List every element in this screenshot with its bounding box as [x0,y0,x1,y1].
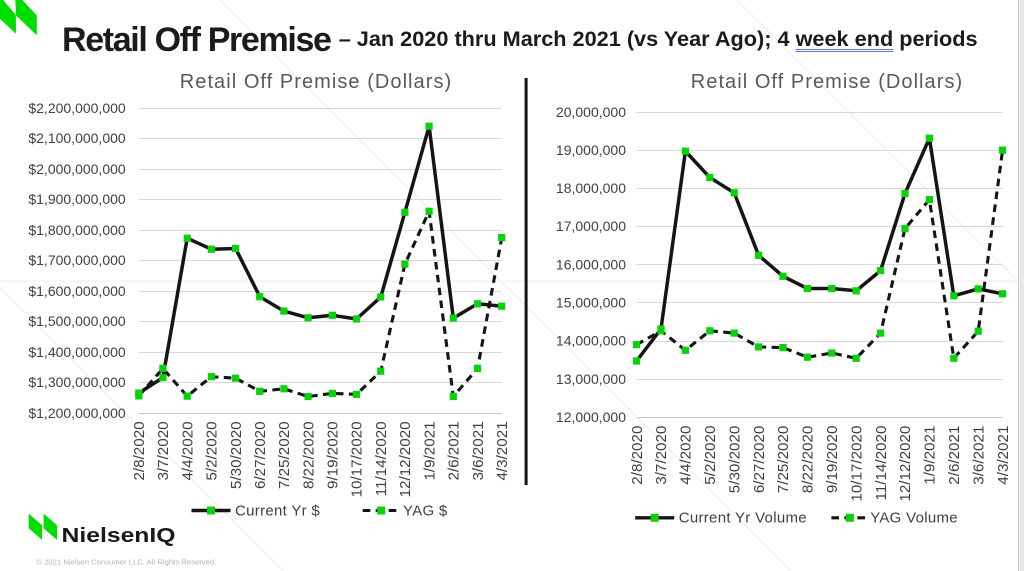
svg-text:$1,800,000,000: $1,800,000,000 [28,222,126,238]
svg-text:5/30/2020: 5/30/2020 [228,421,245,489]
svg-text:3/7/2020: 3/7/2020 [155,421,172,480]
svg-text:2/6/2021: 2/6/2021 [446,421,463,480]
svg-text:3/6/2021: 3/6/2021 [970,426,987,485]
svg-text:YAG $: YAG $ [403,502,448,519]
svg-text:4/3/2021: 4/3/2021 [995,426,1012,485]
svg-text:13,000,000: 13,000,000 [556,371,626,387]
svg-text:$1,400,000,000: $1,400,000,000 [28,344,126,360]
svg-text:17,000,000: 17,000,000 [556,218,626,234]
svg-text:5/30/2020: 5/30/2020 [726,426,743,494]
svg-text:$2,000,000,000: $2,000,000,000 [28,161,126,177]
svg-text:$1,900,000,000: $1,900,000,000 [28,191,126,207]
svg-text:$1,300,000,000: $1,300,000,000 [28,374,126,390]
svg-text:YAG Volume: YAG Volume [870,510,958,527]
svg-text:12/12/2020: 12/12/2020 [397,421,414,497]
svg-text:Retail Off Premise (Dollars): Retail Off Premise (Dollars) [691,71,963,93]
svg-text:$1,600,000,000: $1,600,000,000 [28,283,126,299]
svg-text:3/7/2020: 3/7/2020 [653,426,670,485]
svg-text:Current Yr Volume: Current Yr Volume [679,510,807,527]
svg-text:14,000,000: 14,000,000 [556,333,626,349]
svg-text:$2,100,000,000: $2,100,000,000 [28,130,126,146]
svg-text:18,000,000: 18,000,000 [556,180,626,196]
svg-text:6/27/2020: 6/27/2020 [252,421,269,489]
svg-text:10/17/2020: 10/17/2020 [349,421,366,497]
svg-text:1/9/2021: 1/9/2021 [421,421,438,480]
svg-text:4/4/2020: 4/4/2020 [678,426,695,485]
svg-text:5/2/2020: 5/2/2020 [702,426,719,485]
svg-text:2/8/2020: 2/8/2020 [131,421,148,480]
svg-text:$1,700,000,000: $1,700,000,000 [28,252,126,268]
svg-text:20,000,000: 20,000,000 [556,104,626,120]
svg-text:4/3/2021: 4/3/2021 [494,421,511,480]
svg-text:12,000,000: 12,000,000 [556,409,626,425]
svg-text:9/19/2020: 9/19/2020 [325,421,342,489]
svg-text:15,000,000: 15,000,000 [556,295,626,311]
svg-text:$1,200,000,000: $1,200,000,000 [28,405,126,421]
svg-text:$2,200,000,000: $2,200,000,000 [28,100,126,116]
svg-text:4/4/2020: 4/4/2020 [179,421,196,480]
svg-text:2/8/2020: 2/8/2020 [629,426,646,485]
svg-text:7/25/2020: 7/25/2020 [775,426,792,494]
svg-text:2/6/2021: 2/6/2021 [946,426,963,485]
svg-text:$1,500,000,000: $1,500,000,000 [28,313,126,329]
svg-text:NielsenIQ: NielsenIQ [62,525,176,547]
svg-text:1/9/2021: 1/9/2021 [922,426,939,485]
svg-text:5/2/2020: 5/2/2020 [204,421,221,480]
svg-text:3/6/2021: 3/6/2021 [470,421,487,480]
svg-text:6/27/2020: 6/27/2020 [751,426,768,494]
svg-text:Retail Off Premise (Dollars): Retail Off Premise (Dollars) [180,71,452,93]
svg-text:© 2021 Nielsen Consumer LLC. A: © 2021 Nielsen Consumer LLC. All Rights … [36,557,216,566]
svg-text:8/22/2020: 8/22/2020 [300,421,317,489]
svg-text:10/17/2020: 10/17/2020 [848,426,865,502]
svg-text:Current Yr $: Current Yr $ [235,502,320,519]
svg-text:9/19/2020: 9/19/2020 [824,426,841,494]
svg-text:19,000,000: 19,000,000 [556,142,626,158]
svg-text:11/14/2020: 11/14/2020 [373,421,390,496]
svg-text:11/14/2020: 11/14/2020 [873,426,890,501]
svg-text:16,000,000: 16,000,000 [556,256,626,272]
svg-text:7/25/2020: 7/25/2020 [276,421,293,489]
svg-text:12/12/2020: 12/12/2020 [897,426,914,502]
svg-text:8/22/2020: 8/22/2020 [800,426,817,494]
